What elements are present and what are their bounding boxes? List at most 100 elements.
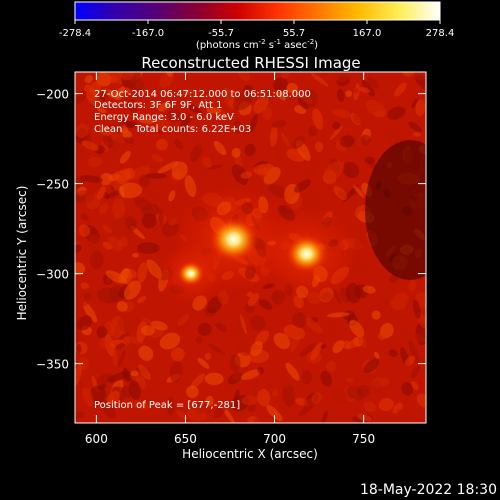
texture-blob: [378, 293, 389, 314]
texture-blob: [102, 135, 114, 148]
texture-blob: [96, 325, 108, 339]
texture-blob: [304, 190, 320, 207]
texture-blob: [310, 72, 329, 87]
texture-blob: [138, 118, 156, 124]
texture-blob: [213, 401, 228, 418]
texture-blob: [115, 343, 126, 349]
texture-blob: [232, 371, 242, 381]
texture-blob: [396, 409, 410, 416]
texture-blob: [122, 120, 135, 128]
texture-blob: [310, 341, 323, 361]
texture-blob: [176, 410, 188, 420]
texture-blob: [124, 136, 135, 145]
texture-blob: [361, 80, 376, 97]
texture-blob: [389, 274, 399, 284]
texture-blob: [147, 191, 163, 202]
texture-blob: [413, 299, 421, 319]
colorbar-tick-label: -55.7: [208, 28, 234, 39]
footer-date: 18-May-2022 18:30: [360, 482, 497, 498]
texture-blob: [195, 336, 203, 344]
texture-blob: [232, 91, 253, 111]
texture-blob: [363, 156, 375, 164]
colorbar: -278.4 -167.0 -55.7 55.7 167.0 278.4 (photons…: [59, 1, 454, 51]
texture-blob: [75, 363, 82, 386]
colorbar-unit-label: (photons cm-2 s-1 asec-2): [196, 38, 318, 51]
texture-blob: [166, 72, 173, 77]
x-axis-ticks: 600 650 700 750: [85, 72, 375, 446]
texture-blob: [408, 341, 420, 364]
texture-blob: [363, 358, 380, 374]
texture-blob: [137, 262, 148, 283]
texture-blob: [349, 320, 365, 338]
texture-blob: [194, 401, 208, 415]
texture-blob: [339, 135, 355, 148]
texture-blob: [184, 175, 197, 198]
texture-blob: [169, 361, 183, 383]
texture-blob: [125, 216, 137, 231]
x-tick-label: 650: [174, 432, 197, 446]
texture-blob: [112, 350, 118, 367]
colorbar-gradient: [74, 1, 441, 21]
colorbar-tick-label: 55.7: [283, 28, 305, 39]
texture-blob: [157, 161, 179, 174]
texture-blob: [304, 317, 323, 334]
texture-blob: [246, 291, 254, 298]
texture-blob: [326, 361, 337, 372]
texture-blob: [237, 340, 250, 352]
texture-blob: [87, 234, 102, 255]
texture-blob: [118, 268, 131, 283]
texture-blob: [176, 89, 195, 96]
texture-blob: [240, 369, 262, 380]
texture-blob: [402, 72, 415, 77]
y-tick-label: −250: [36, 178, 69, 192]
annotation-time: 27-Oct-2014 06:47:12.000 to 06:51:08.000: [94, 89, 311, 100]
texture-blob: [332, 340, 345, 354]
texture-blob: [388, 349, 398, 357]
texture-blob: [282, 383, 295, 407]
texture-blob: [248, 114, 259, 133]
texture-blob: [378, 398, 394, 412]
texture-blob: [78, 287, 94, 307]
colorbar-tick-label: 167.0: [353, 28, 382, 39]
texture-blob: [118, 350, 126, 368]
texture-blob: [320, 344, 327, 349]
texture-blob: [384, 306, 402, 323]
texture-blob: [205, 395, 214, 407]
texture-blob: [124, 230, 138, 251]
texture-blob: [105, 277, 112, 284]
texture-blob: [84, 84, 98, 106]
texture-blob: [297, 97, 308, 110]
source-spot: [209, 217, 258, 262]
texture-blob: [352, 112, 363, 125]
texture-blob: [401, 382, 414, 396]
texture-blob: [345, 90, 352, 97]
source-spot: [177, 261, 205, 286]
texture-blob: [250, 341, 263, 357]
texture-blob: [213, 140, 227, 156]
texture-blob: [127, 318, 140, 329]
texture-blob: [186, 385, 199, 399]
y-axis-ticks: −200 −250 −300 −350: [36, 88, 426, 372]
texture-blob: [108, 236, 123, 252]
texture-blob: [168, 219, 178, 226]
texture-blob: [98, 203, 109, 215]
texture-blob: [108, 124, 117, 131]
texture-blob: [326, 312, 350, 318]
texture-blob: [98, 125, 112, 137]
texture-blob: [283, 324, 306, 340]
texture-blob: [75, 91, 87, 105]
texture-blob: [177, 314, 190, 327]
texture-blob: [371, 310, 381, 320]
texture-blob: [285, 362, 300, 381]
texture-blob: [253, 96, 269, 114]
texture-blob: [89, 80, 102, 96]
texture-blob: [333, 289, 342, 304]
texture-blob: [320, 370, 333, 387]
y-axis-label: Heliocentric Y (arcsec): [15, 186, 29, 321]
texture-blob: [130, 370, 139, 377]
texture-blob: [349, 86, 359, 94]
texture-blob: [331, 109, 352, 118]
texture-blob: [99, 336, 111, 349]
texture-blob: [190, 144, 203, 163]
